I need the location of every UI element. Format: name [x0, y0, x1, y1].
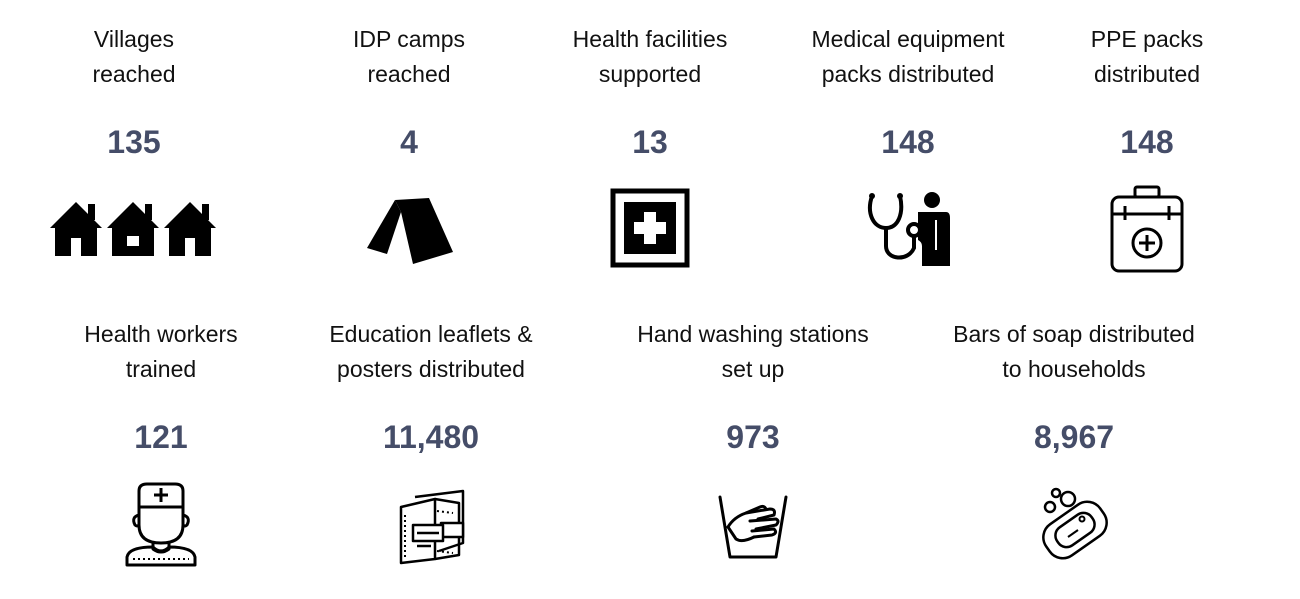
stat-label: Hand washing stations set up: [623, 317, 883, 387]
stat-label: Villages reached: [34, 22, 234, 92]
stat-label: Education leaflets & posters distributed: [311, 317, 551, 387]
soap-icon: [1034, 485, 1116, 567]
stat-hand-washing-stations: Hand washing stations set up 973: [623, 295, 883, 585]
stat-label-line: to households: [1002, 356, 1146, 382]
stat-label-line: packs distributed: [821, 61, 995, 87]
stat-idp-camps-reached: IDP camps reached 4: [309, 0, 509, 290]
stat-label: Bars of soap distributed to households: [937, 317, 1211, 387]
stat-health-workers-trained: Health workers trained 121: [61, 295, 261, 585]
stat-ppe-packs-distributed: PPE packs distributed 148: [1047, 0, 1247, 290]
leaflets-icon: [397, 487, 469, 565]
stat-value: 11,480: [382, 419, 480, 455]
stat-villages-reached: Villages reached 135: [34, 0, 234, 290]
stat-label-line: Health facilities: [572, 26, 728, 52]
medical-cross-icon: [610, 188, 690, 268]
stat-value: 8,967: [1033, 419, 1115, 455]
health-worker-icon: [123, 481, 199, 569]
stat-label-line: set up: [721, 356, 785, 382]
stat-label: IDP camps reached: [309, 22, 509, 92]
stat-value: 121: [134, 419, 188, 455]
houses-icon: [50, 198, 218, 260]
stat-label-line: PPE packs: [1090, 26, 1204, 52]
stat-label-line: Hand washing stations: [637, 321, 869, 347]
stat-label-line: trained: [125, 356, 197, 382]
stat-label: Medical equipment packs distributed: [788, 22, 1028, 92]
stat-label-line: IDP camps: [352, 26, 466, 52]
stat-label: PPE packs distributed: [1047, 22, 1247, 92]
stat-health-facilities-supported: Health facilities supported 13: [550, 0, 750, 290]
stat-value: 4: [400, 124, 418, 160]
stat-label-line: Health workers: [84, 321, 238, 347]
stat-value: 148: [881, 124, 935, 160]
stat-education-leaflets-posters: Education leaflets & posters distributed…: [311, 295, 551, 585]
stat-label-line: posters distributed: [337, 356, 525, 382]
stat-label-line: Medical equipment: [811, 26, 1005, 52]
stat-label: Health facilities supported: [550, 22, 750, 92]
stat-value: 13: [632, 124, 668, 160]
stat-medical-equipment-packs: Medical equipment packs distributed 148: [788, 0, 1028, 290]
stat-label-line: reached: [92, 61, 176, 87]
stat-value: 973: [726, 419, 780, 455]
stat-label-line: Villages: [93, 26, 175, 52]
stat-value: 135: [107, 124, 161, 160]
doctor-stethoscope-icon: [864, 190, 952, 270]
tent-icon: [365, 196, 455, 268]
stat-label: Health workers trained: [61, 317, 261, 387]
hand-washing-icon: [716, 491, 790, 561]
stat-label-line: Education leaflets &: [329, 321, 533, 347]
stat-label-line: distributed: [1093, 61, 1201, 87]
stat-label-line: Bars of soap distributed: [953, 321, 1195, 347]
stat-label-line: supported: [598, 61, 702, 87]
stat-label-line: reached: [367, 61, 451, 87]
first-aid-kit-icon: [1109, 184, 1185, 274]
stat-value: 148: [1120, 124, 1174, 160]
stat-bars-of-soap-distributed: Bars of soap distributed to households 8…: [937, 295, 1211, 585]
